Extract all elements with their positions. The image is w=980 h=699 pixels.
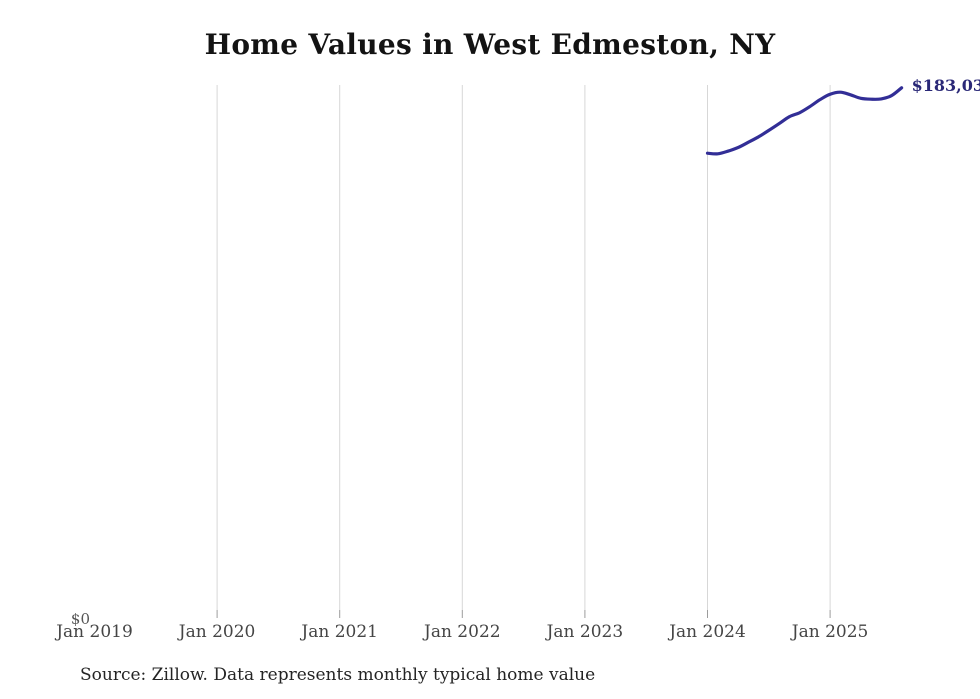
x-tick-label: Jan 2023 [546, 622, 624, 642]
y-tick-label-zero: $0 [70, 610, 90, 628]
chart-title: Home Values in West Edmeston, NY [204, 28, 776, 61]
x-tick-label: Jan 2021 [301, 622, 378, 642]
source-note: Source: Zillow. Data represents monthly … [80, 665, 596, 685]
series-end-value-label: $183,032 [911, 75, 980, 95]
x-tick-label: Jan 2019 [56, 622, 133, 642]
x-tick-label: Jan 2020 [178, 622, 256, 642]
x-tick-label: Jan 2025 [791, 622, 869, 642]
x-tick-label: Jan 2022 [424, 622, 501, 642]
x-tick-label: Jan 2024 [669, 622, 746, 642]
home-value-line [705, 86, 904, 156]
